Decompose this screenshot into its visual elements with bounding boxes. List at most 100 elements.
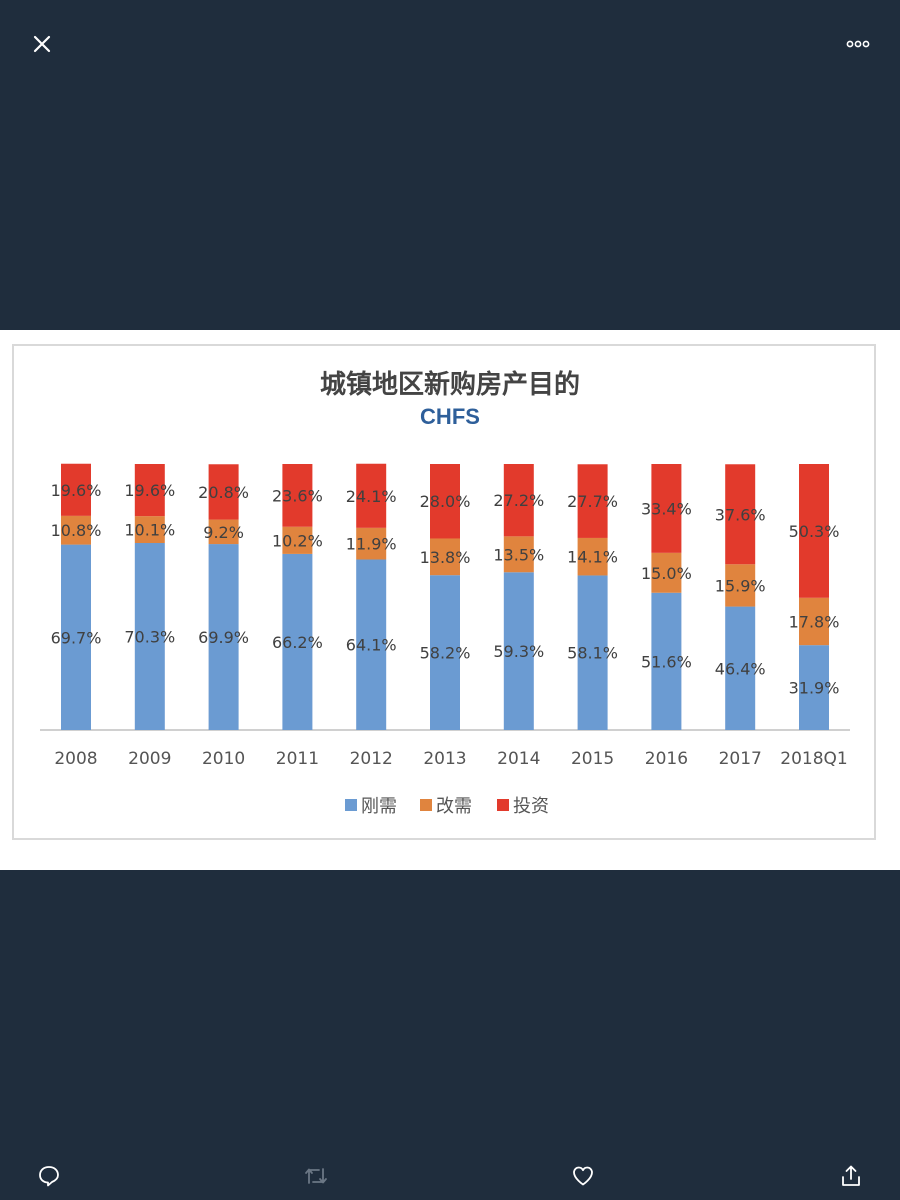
x-tick-label: 2011	[276, 749, 319, 769]
action-bar	[0, 1150, 900, 1200]
data-label: 15.9%	[715, 576, 766, 595]
data-label: 69.9%	[198, 628, 249, 647]
bar-2015-series-2	[577, 464, 608, 538]
data-label: 31.9%	[789, 679, 840, 698]
data-label: 58.2%	[420, 644, 471, 663]
media-image: 城镇地区新购房产目的 CHFS 69.7% 10.8% 19.6% 2008 70.3%…	[0, 330, 900, 870]
data-label: 37.6%	[715, 505, 766, 524]
data-label: 14.1%	[567, 548, 618, 567]
bar-2012-series-0	[356, 559, 387, 730]
bar-2011-series-1	[282, 526, 313, 554]
legend-swatch	[345, 799, 357, 811]
bar-2012-series-2	[356, 463, 387, 528]
data-label: 23.6%	[272, 486, 323, 505]
data-label: 9.2%	[203, 523, 244, 542]
data-label: 13.5%	[493, 545, 544, 564]
bar-2012-series-1	[356, 527, 387, 560]
retweet-button[interactable]	[300, 1160, 332, 1192]
bar-2017-series-1	[725, 564, 756, 607]
bar-2009-series-0	[134, 543, 165, 730]
more-options-button[interactable]	[840, 26, 876, 62]
bar-2009-series-2	[134, 464, 165, 517]
data-label: 50.3%	[789, 522, 840, 541]
bar-2018Q1-series-0	[799, 645, 829, 730]
share-button[interactable]	[835, 1160, 867, 1192]
data-label: 20.8%	[198, 483, 249, 502]
bar-2014-series-0	[503, 572, 534, 730]
x-tick-label: 2008	[54, 749, 97, 769]
share-icon	[842, 1165, 860, 1186]
data-label: 27.2%	[493, 491, 544, 510]
x-tick-label: 2013	[423, 749, 466, 769]
close-button[interactable]	[24, 26, 60, 62]
bar-2010-series-0	[208, 544, 239, 730]
legend-label: 改需	[436, 796, 472, 817]
bar-2016-series-0	[651, 592, 682, 730]
x-tick-label: 2016	[645, 749, 688, 769]
bar-2011-series-0	[282, 553, 313, 730]
bar-2008-series-1	[61, 515, 91, 545]
bar-2008-series-0	[61, 544, 91, 730]
bar-2016-series-2	[651, 464, 682, 553]
x-tick-label: 2012	[350, 749, 393, 769]
data-label: 10.2%	[272, 531, 323, 550]
data-label: 59.3%	[493, 642, 544, 661]
bar-2018Q1-series-1	[799, 597, 829, 646]
data-label: 24.1%	[346, 487, 397, 506]
more-icon	[846, 40, 870, 48]
close-icon	[33, 35, 51, 53]
data-label: 66.2%	[272, 633, 323, 652]
reply-button[interactable]	[33, 1160, 65, 1192]
x-tick-label: 2009	[128, 749, 171, 769]
bar-2010-series-1	[208, 519, 239, 545]
data-label: 51.6%	[641, 652, 692, 671]
data-label: 11.9%	[346, 535, 397, 554]
bar-2015-series-0	[577, 575, 608, 730]
bar-2010-series-2	[208, 464, 239, 520]
data-label: 46.4%	[715, 659, 766, 678]
data-label: 69.7%	[51, 628, 102, 647]
chart-subtitle: CHFS	[420, 404, 480, 429]
legend-swatch	[497, 799, 509, 811]
retweet-icon	[305, 1168, 327, 1184]
bar-2009-series-1	[134, 516, 165, 544]
data-label: 27.7%	[567, 492, 618, 511]
x-tick-label: 2015	[571, 749, 614, 769]
bar-2014-series-1	[503, 536, 534, 573]
bar-2017-series-2	[725, 464, 756, 565]
legend-label: 投资	[513, 796, 549, 817]
bar-2011-series-2	[282, 464, 313, 527]
data-label: 58.1%	[567, 644, 618, 663]
data-label: 19.6%	[51, 481, 102, 500]
chart-title: 城镇地区新购房产目的	[319, 370, 580, 400]
bar-2016-series-1	[651, 552, 682, 593]
bar-2017-series-0	[725, 606, 756, 730]
x-tick-label: 2017	[719, 749, 762, 769]
reply-icon	[39, 1166, 59, 1187]
bar-2008-series-2	[61, 463, 91, 516]
x-tick-label: 2014	[497, 749, 540, 769]
x-tick-label: 2010	[202, 749, 245, 769]
data-label: 33.4%	[641, 499, 692, 518]
data-label: 28.0%	[420, 492, 471, 511]
data-label: 10.8%	[51, 521, 102, 540]
bar-2013-series-0	[430, 575, 460, 730]
like-button[interactable]	[567, 1160, 599, 1192]
data-label: 10.1%	[124, 521, 175, 540]
legend-label: 刚需	[361, 796, 397, 817]
bar-2013-series-2	[430, 464, 460, 539]
x-tick-label: 2018Q1	[780, 749, 847, 769]
data-label: 19.6%	[124, 481, 175, 500]
legend-swatch	[420, 799, 432, 811]
bar-2015-series-1	[577, 537, 608, 576]
data-label: 64.1%	[346, 636, 397, 655]
stacked-bar-chart: 69.7% 10.8% 19.6% 2008 70.3% 10.1% 19.6% 2009 69…	[40, 463, 850, 817]
data-label: 15.0%	[641, 564, 692, 583]
bar-2013-series-1	[430, 538, 460, 576]
data-label: 13.8%	[420, 548, 471, 567]
heart-icon	[573, 1166, 593, 1186]
bar-2014-series-2	[503, 464, 534, 537]
data-label: 70.3%	[124, 628, 175, 647]
bar-2018Q1-series-2	[799, 464, 829, 598]
data-label: 17.8%	[789, 612, 840, 631]
